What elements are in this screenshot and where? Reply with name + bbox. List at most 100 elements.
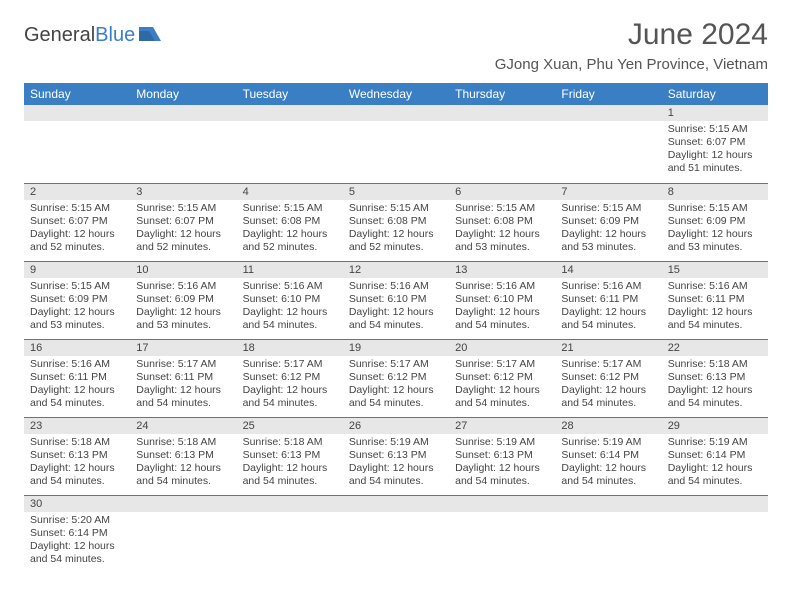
calendar-day-cell: 6Sunrise: 5:15 AMSunset: 6:08 PMDaylight… xyxy=(449,183,555,261)
day-detail-line: and 52 minutes. xyxy=(243,241,337,254)
day-detail-line: Sunrise: 5:15 AM xyxy=(136,202,230,215)
day-details: Sunrise: 5:19 AMSunset: 6:14 PMDaylight:… xyxy=(662,434,768,493)
day-detail-line: Sunset: 6:14 PM xyxy=(668,449,762,462)
calendar-day-cell: 15Sunrise: 5:16 AMSunset: 6:11 PMDayligh… xyxy=(662,261,768,339)
day-detail-line: Daylight: 12 hours xyxy=(668,306,762,319)
calendar-day-cell: 5Sunrise: 5:15 AMSunset: 6:08 PMDaylight… xyxy=(343,183,449,261)
calendar-day-cell: 4Sunrise: 5:15 AMSunset: 6:08 PMDaylight… xyxy=(237,183,343,261)
day-details xyxy=(24,121,130,127)
day-number: 4 xyxy=(237,184,343,200)
day-detail-line: Sunrise: 5:18 AM xyxy=(668,358,762,371)
day-number xyxy=(449,496,555,512)
day-details: Sunrise: 5:16 AMSunset: 6:10 PMDaylight:… xyxy=(343,278,449,337)
day-detail-line: Sunset: 6:09 PM xyxy=(668,215,762,228)
day-detail-line: Sunset: 6:07 PM xyxy=(668,136,762,149)
day-detail-line: Sunset: 6:09 PM xyxy=(136,293,230,306)
day-detail-line: Daylight: 12 hours xyxy=(243,228,337,241)
day-details: Sunrise: 5:17 AMSunset: 6:12 PMDaylight:… xyxy=(449,356,555,415)
day-detail-line: Sunset: 6:14 PM xyxy=(30,527,124,540)
day-detail-line: Sunrise: 5:17 AM xyxy=(561,358,655,371)
day-detail-line: Sunrise: 5:15 AM xyxy=(243,202,337,215)
day-details: Sunrise: 5:15 AMSunset: 6:07 PMDaylight:… xyxy=(24,200,130,259)
brand-logo: GeneralBlue xyxy=(24,18,161,47)
day-details: Sunrise: 5:15 AMSunset: 6:08 PMDaylight:… xyxy=(343,200,449,259)
day-detail-line: Sunrise: 5:16 AM xyxy=(668,280,762,293)
calendar-empty-cell xyxy=(449,105,555,183)
day-detail-line: Daylight: 12 hours xyxy=(243,462,337,475)
calendar-empty-cell xyxy=(343,105,449,183)
day-number xyxy=(237,105,343,121)
day-details: Sunrise: 5:15 AMSunset: 6:08 PMDaylight:… xyxy=(237,200,343,259)
day-detail-line: and 54 minutes. xyxy=(561,397,655,410)
day-detail-line: and 51 minutes. xyxy=(668,162,762,175)
location-subtitle: GJong Xuan, Phu Yen Province, Vietnam xyxy=(495,56,768,73)
day-number xyxy=(130,105,236,121)
day-detail-line: and 54 minutes. xyxy=(668,475,762,488)
calendar-day-cell: 10Sunrise: 5:16 AMSunset: 6:09 PMDayligh… xyxy=(130,261,236,339)
calendar-day-cell: 23Sunrise: 5:18 AMSunset: 6:13 PMDayligh… xyxy=(24,417,130,495)
day-number: 30 xyxy=(24,496,130,512)
day-details xyxy=(449,121,555,127)
weekday-header: Thursday xyxy=(449,83,555,105)
day-number: 3 xyxy=(130,184,236,200)
day-number: 15 xyxy=(662,262,768,278)
day-detail-line: Sunrise: 5:17 AM xyxy=(243,358,337,371)
day-detail-line: Sunrise: 5:17 AM xyxy=(455,358,549,371)
calendar-empty-cell xyxy=(662,495,768,573)
calendar-day-cell: 8Sunrise: 5:15 AMSunset: 6:09 PMDaylight… xyxy=(662,183,768,261)
day-detail-line: and 53 minutes. xyxy=(668,241,762,254)
calendar-day-cell: 28Sunrise: 5:19 AMSunset: 6:14 PMDayligh… xyxy=(555,417,661,495)
calendar-day-cell: 14Sunrise: 5:16 AMSunset: 6:11 PMDayligh… xyxy=(555,261,661,339)
calendar-day-cell: 21Sunrise: 5:17 AMSunset: 6:12 PMDayligh… xyxy=(555,339,661,417)
day-detail-line: and 54 minutes. xyxy=(30,553,124,566)
day-details: Sunrise: 5:17 AMSunset: 6:12 PMDaylight:… xyxy=(343,356,449,415)
calendar-day-cell: 20Sunrise: 5:17 AMSunset: 6:12 PMDayligh… xyxy=(449,339,555,417)
day-detail-line: Sunset: 6:13 PM xyxy=(349,449,443,462)
day-detail-line: Sunrise: 5:18 AM xyxy=(136,436,230,449)
day-detail-line: Daylight: 12 hours xyxy=(136,462,230,475)
calendar-day-cell: 9Sunrise: 5:15 AMSunset: 6:09 PMDaylight… xyxy=(24,261,130,339)
day-detail-line: Sunset: 6:12 PM xyxy=(349,371,443,384)
calendar-week-row: 16Sunrise: 5:16 AMSunset: 6:11 PMDayligh… xyxy=(24,339,768,417)
calendar-week-row: 2Sunrise: 5:15 AMSunset: 6:07 PMDaylight… xyxy=(24,183,768,261)
day-detail-line: Sunrise: 5:19 AM xyxy=(561,436,655,449)
day-detail-line: Daylight: 12 hours xyxy=(136,384,230,397)
calendar-day-cell: 18Sunrise: 5:17 AMSunset: 6:12 PMDayligh… xyxy=(237,339,343,417)
calendar-day-cell: 26Sunrise: 5:19 AMSunset: 6:13 PMDayligh… xyxy=(343,417,449,495)
day-number: 5 xyxy=(343,184,449,200)
title-block: June 2024 GJong Xuan, Phu Yen Province, … xyxy=(495,18,768,73)
day-number: 14 xyxy=(555,262,661,278)
day-detail-line: Daylight: 12 hours xyxy=(668,228,762,241)
day-detail-line: Daylight: 12 hours xyxy=(349,384,443,397)
day-detail-line: Daylight: 12 hours xyxy=(243,384,337,397)
calendar-week-row: 23Sunrise: 5:18 AMSunset: 6:13 PMDayligh… xyxy=(24,417,768,495)
day-details: Sunrise: 5:15 AMSunset: 6:09 PMDaylight:… xyxy=(555,200,661,259)
day-number: 8 xyxy=(662,184,768,200)
day-detail-line: Sunset: 6:08 PM xyxy=(349,215,443,228)
day-number: 7 xyxy=(555,184,661,200)
month-title: June 2024 xyxy=(495,18,768,52)
calendar-empty-cell xyxy=(237,495,343,573)
calendar-table: SundayMondayTuesdayWednesdayThursdayFrid… xyxy=(24,83,768,573)
day-detail-line: and 54 minutes. xyxy=(668,319,762,332)
day-detail-line: and 54 minutes. xyxy=(455,319,549,332)
day-detail-line: Daylight: 12 hours xyxy=(349,462,443,475)
day-detail-line: Sunset: 6:12 PM xyxy=(455,371,549,384)
day-number xyxy=(449,105,555,121)
day-number: 28 xyxy=(555,418,661,434)
day-detail-line: Sunrise: 5:16 AM xyxy=(243,280,337,293)
day-detail-line: and 54 minutes. xyxy=(349,319,443,332)
day-details: Sunrise: 5:15 AMSunset: 6:07 PMDaylight:… xyxy=(130,200,236,259)
day-number: 6 xyxy=(449,184,555,200)
calendar-day-cell: 2Sunrise: 5:15 AMSunset: 6:07 PMDaylight… xyxy=(24,183,130,261)
day-details: Sunrise: 5:15 AMSunset: 6:07 PMDaylight:… xyxy=(662,121,768,180)
day-detail-line: Daylight: 12 hours xyxy=(561,462,655,475)
day-detail-line: Daylight: 12 hours xyxy=(561,384,655,397)
calendar-day-cell: 16Sunrise: 5:16 AMSunset: 6:11 PMDayligh… xyxy=(24,339,130,417)
day-details xyxy=(130,121,236,127)
day-detail-line: and 54 minutes. xyxy=(243,397,337,410)
calendar-day-cell: 30Sunrise: 5:20 AMSunset: 6:14 PMDayligh… xyxy=(24,495,130,573)
calendar-day-cell: 12Sunrise: 5:16 AMSunset: 6:10 PMDayligh… xyxy=(343,261,449,339)
day-detail-line: Daylight: 12 hours xyxy=(668,149,762,162)
day-details: Sunrise: 5:19 AMSunset: 6:13 PMDaylight:… xyxy=(449,434,555,493)
